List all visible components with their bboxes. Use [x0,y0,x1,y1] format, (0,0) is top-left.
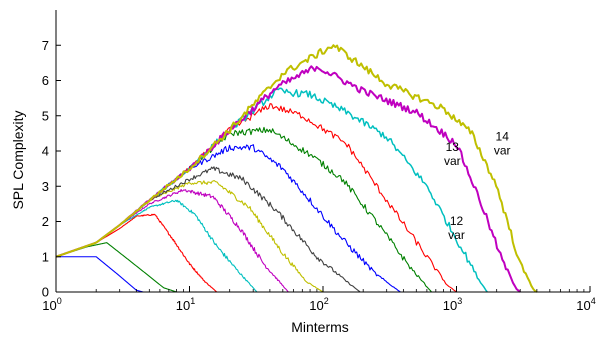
labels-layer: Minterms SPL Complexity [10,110,349,335]
series-line-5 [55,180,324,293]
y-tick-label-7: 7 [42,38,49,53]
series-line-0 [55,256,144,293]
series-line-9 [55,103,457,293]
series-line-12 [55,44,538,293]
x-tick-label-0: 100 [42,296,61,313]
series-line-6 [55,166,361,293]
x-tick-label-2: 102 [309,296,328,313]
y-tick-label-1: 1 [42,249,49,264]
y-tick-label-5: 5 [42,108,49,123]
y-tick-label-6: 6 [42,73,49,88]
y-tick-label-0: 0 [42,285,49,300]
x-tick-label-4: 104 [576,296,595,313]
series-line-4 [55,188,289,293]
y-axis-label: SPL Complexity [10,110,26,209]
y-tick-label-4: 4 [42,144,49,159]
x-tick-label-1: 101 [176,296,195,313]
series-annotation-1: 13 var [444,140,461,168]
series-annotation-0: 14 var [494,129,511,157]
annotation-layer: 14 var 13 var 12 var [444,129,511,242]
series-line-8 [55,126,432,293]
y-tick-label-2: 2 [42,214,49,229]
axes-layer: 0 1 2 3 4 5 6 7 100 101 102 103 104 [42,10,596,313]
series-line-2 [55,213,218,293]
series-layer [55,44,538,293]
series-annotation-2: 12 var [448,214,465,242]
x-tick-label-3: 103 [443,296,462,313]
series-line-7 [55,144,401,293]
y-tick-label-3: 3 [42,179,49,194]
x-axis-label: Minterms [291,319,349,335]
